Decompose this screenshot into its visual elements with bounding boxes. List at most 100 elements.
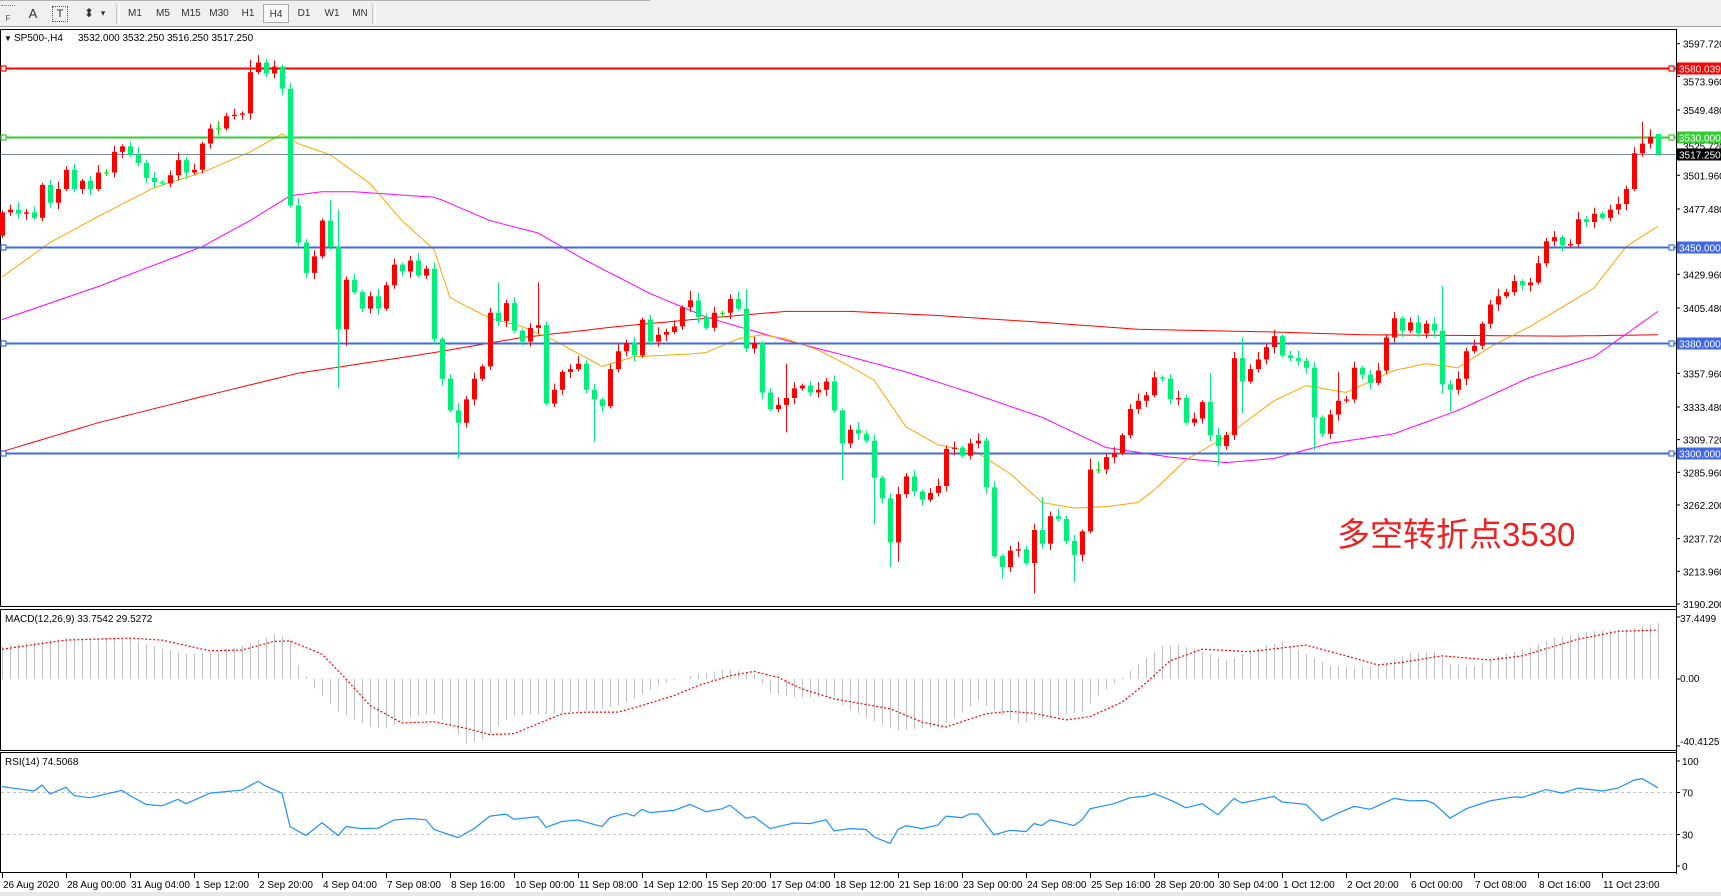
symbol-label: SP500-,H4 (14, 33, 63, 44)
candle-body (72, 169, 77, 189)
arrows-icon[interactable]: ⬍ (83, 6, 95, 20)
candle (1192, 412, 1197, 427)
level-handle[interactable] (1668, 134, 1675, 141)
candle (1336, 371, 1341, 421)
candle-body (256, 62, 261, 73)
candle (1056, 508, 1061, 522)
candle-body (1408, 322, 1413, 331)
level-handle[interactable] (1668, 450, 1675, 457)
candle-body (200, 143, 205, 170)
candle-body (1280, 336, 1285, 356)
price-tick-label: 3333.480 (1683, 403, 1721, 414)
candle (472, 372, 477, 406)
candle (640, 317, 645, 358)
candle-body (1040, 530, 1045, 544)
candle (320, 218, 325, 259)
candle (408, 255, 413, 278)
chevron-down-icon[interactable]: ▾ (100, 8, 106, 18)
candle-body (160, 182, 165, 184)
time-axis-label: 1 Sep 12:00 (195, 880, 249, 891)
time-axis-label: 28 Aug 00:00 (67, 880, 126, 891)
candle (864, 430, 869, 443)
candle-body (1600, 213, 1605, 218)
level-handle[interactable] (0, 340, 7, 347)
candle-body (88, 180, 93, 189)
candle (1440, 285, 1445, 394)
candle-body (64, 169, 69, 189)
level-handle[interactable] (1668, 340, 1675, 347)
candle (1368, 369, 1373, 390)
candle (1560, 235, 1565, 252)
candle (1544, 237, 1549, 267)
candle (56, 181, 61, 209)
candle (624, 339, 629, 357)
candle (32, 206, 37, 220)
timeframe-h1-button[interactable]: H1 (241, 8, 255, 19)
level-handle[interactable] (0, 65, 7, 72)
timeframe-m5-button[interactable]: M5 (156, 8, 170, 19)
candle-body (472, 378, 477, 400)
candle (1656, 133, 1661, 156)
level-handle[interactable] (0, 450, 7, 457)
rsi-label: RSI(14) 74.5068 (5, 757, 79, 768)
candle (960, 445, 965, 458)
timeframe-m15-button[interactable]: M15 (181, 8, 201, 19)
candle-body (904, 476, 909, 495)
candle (288, 83, 293, 208)
timeframe-m30-button[interactable]: M30 (209, 8, 229, 19)
macd-axis-label: -40.4125 (1680, 737, 1720, 748)
candle-body (624, 343, 629, 352)
macd-pane[interactable] (0, 609, 1677, 751)
candle (664, 328, 669, 341)
candle (1464, 347, 1469, 385)
main-price-pane[interactable] (0, 29, 1677, 607)
level-price-label: 3580.039 (1679, 65, 1721, 76)
candle (96, 164, 101, 192)
rsi-axis-label: 0 (1682, 862, 1688, 873)
candle-body (1424, 323, 1429, 334)
macd-label: MACD(12,26,9) 33.7542 29.5272 (5, 614, 153, 625)
candle (1176, 390, 1181, 406)
candle (336, 209, 341, 389)
candle (504, 299, 509, 328)
candle-body (1056, 516, 1061, 519)
candle-body (48, 184, 53, 203)
candle-body (1064, 519, 1069, 541)
candle (464, 395, 469, 428)
level-handle[interactable] (1668, 244, 1675, 251)
candle (16, 202, 21, 219)
rsi-pane[interactable] (0, 752, 1677, 873)
candle (904, 472, 909, 498)
level-handle[interactable] (1668, 65, 1675, 72)
collapse-triangle-icon[interactable]: ▼ (4, 34, 12, 43)
candle-body (320, 220, 325, 257)
timeframe-m1-button[interactable]: M1 (128, 8, 142, 19)
text-icon[interactable]: A (28, 6, 38, 21)
candle-body (216, 128, 221, 130)
level-handle[interactable] (0, 244, 7, 251)
candle-body (1192, 418, 1197, 423)
candle (1248, 364, 1253, 384)
price-tick-label: 3262.200 (1683, 501, 1721, 512)
text-label-icon[interactable]: T (52, 6, 68, 22)
candle-body (448, 378, 453, 411)
timeframe-h4-button[interactable]: H4 (263, 4, 289, 23)
price-tick-label: 3213.960 (1683, 567, 1721, 578)
grid-f-icon[interactable]: F (1, 5, 15, 23)
level-handle[interactable] (0, 134, 7, 141)
candle (64, 166, 69, 192)
timeframe-d1-button[interactable]: D1 (297, 8, 311, 19)
candle-body (1520, 281, 1525, 286)
timeframe-mn-button[interactable]: MN (352, 8, 368, 19)
timeframe-w1-button[interactable]: W1 (324, 8, 340, 19)
candle (1104, 453, 1109, 475)
ma-slow-line (1, 310, 1659, 453)
candle (208, 123, 213, 149)
candle-body (576, 363, 581, 370)
candle-body (1400, 318, 1405, 331)
time-axis-label: 24 Sep 08:00 (1027, 880, 1087, 891)
candle-body (352, 279, 357, 293)
candle (256, 54, 261, 75)
candle-body (1416, 322, 1421, 334)
